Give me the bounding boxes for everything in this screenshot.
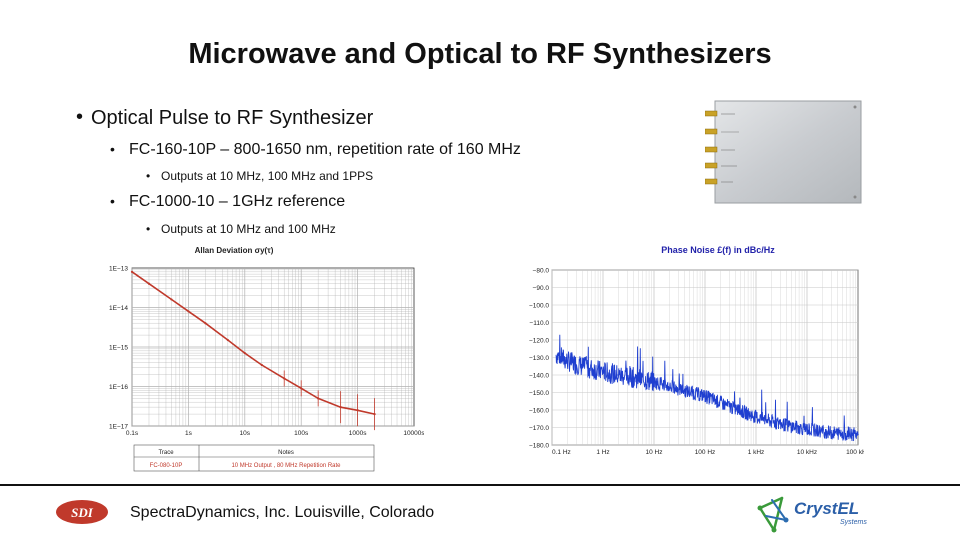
y-tick-label: −120.0 — [529, 338, 549, 345]
allan-series-line — [131, 271, 375, 415]
phase-data-point — [704, 395, 706, 397]
bullet-dot: • — [146, 169, 151, 183]
y-tick-label: −160.0 — [529, 408, 549, 415]
crystel-logo-text: CrystEL — [794, 499, 859, 518]
phase-data-point — [637, 377, 640, 380]
bullet-dot: • — [110, 193, 115, 209]
legend-trace-notes: 10 MHz Output , 80 MHz Repetition Rate — [231, 463, 341, 469]
allan-data-point — [260, 363, 263, 367]
x-tick-label: 100 kHz — [846, 449, 864, 456]
phase-data-point — [566, 360, 569, 362]
allan-data-point — [130, 270, 134, 273]
chart-title: Allan Deviation σy(τ) — [195, 246, 274, 255]
allan-data-point — [243, 352, 246, 355]
phase-data-point — [830, 431, 833, 434]
x-tick-label: 0.1s — [126, 430, 139, 437]
bullet-text: Outputs at 10 MHz, 100 MHz and 1PPS — [161, 169, 374, 183]
phase-data-point — [857, 433, 859, 436]
bullet-dot: • — [110, 141, 115, 157]
allan-data-point — [204, 322, 207, 325]
x-tick-label: 100s — [294, 430, 309, 437]
crystel-logo: CrystEL Systems — [757, 496, 867, 533]
phase-noise-chart: Phase Noise £(f) in dBc/Hz −80.0 −90.0 −10… — [529, 245, 864, 456]
legend-trace-name: FC-080-10P — [150, 463, 183, 469]
sdi-logo-text: SDI — [71, 505, 94, 520]
y-tick-label: −150.0 — [529, 390, 549, 397]
y-tick-label: 1E−16 — [109, 384, 128, 391]
synthesizer-device-photo — [705, 100, 862, 204]
x-tick-label: 100 Hz — [695, 449, 716, 456]
phase-data-point — [653, 381, 655, 383]
chart-title: Phase Noise £(f) in dBc/Hz — [661, 245, 775, 255]
phase-data-point — [677, 388, 680, 390]
legend-header-trace: Trace — [158, 450, 174, 456]
footer-company: SpectraDynamics, Inc. Louisville, Colora… — [130, 504, 435, 521]
sdi-logo: SDI — [56, 500, 108, 524]
x-tick-label: 10 Hz — [646, 449, 663, 456]
footer-divider — [0, 484, 960, 486]
y-tick-label: 1E−15 — [109, 345, 128, 352]
phase-data-point — [728, 405, 731, 408]
x-tick-label: 0.1 Hz — [552, 449, 571, 456]
bullet-dot: • — [146, 222, 151, 236]
x-tick-label: 1 kHz — [748, 449, 765, 456]
allan-data-point — [373, 413, 376, 416]
allan-data-point — [300, 387, 303, 390]
bullet-text: Outputs at 10 MHz and 100 MHz — [161, 222, 336, 236]
bullet-dot: • — [76, 106, 84, 128]
allan-data-point — [283, 377, 286, 380]
y-tick-label: −140.0 — [529, 373, 549, 380]
phase-data-point — [755, 416, 757, 418]
x-tick-label: 1s — [185, 430, 193, 437]
allan-data-point — [170, 298, 173, 301]
allan-deviation-chart: Allan Deviation σy(τ) 1E−13 1E−14 1E−15 1E−… — [109, 246, 424, 472]
bullet-text: Optical Pulse to RF Synthesizer — [91, 107, 374, 129]
y-tick-label: −180.0 — [529, 443, 549, 450]
x-tick-label: 10000s — [403, 430, 424, 437]
x-tick-label: 1000s — [349, 430, 367, 437]
phase-data-point — [806, 428, 808, 431]
phase-data-point — [779, 423, 782, 425]
y-tick-label: 1E−14 — [109, 305, 128, 312]
allan-data-point — [356, 409, 359, 412]
y-tick-label: −170.0 — [529, 425, 549, 432]
crystel-logo-sub: Systems — [840, 519, 867, 526]
y-tick-label: −90.0 — [533, 285, 550, 292]
x-tick-label: 10 kHz — [797, 449, 817, 456]
allan-data-point — [226, 338, 229, 342]
allan-data-point — [187, 310, 190, 313]
y-tick-label: −130.0 — [529, 355, 549, 362]
bullet-text: FC-1000-10 – 1GHz reference — [129, 193, 346, 210]
x-tick-label: 10s — [240, 430, 251, 437]
legend-header-notes: Notes — [278, 450, 294, 456]
y-tick-label: −100.0 — [529, 303, 549, 310]
phase-series-line — [555, 334, 859, 442]
x-tick-label: 1 Hz — [596, 449, 609, 456]
y-tick-label: −110.0 — [529, 320, 549, 327]
phase-data-point — [586, 367, 589, 369]
phase-data-point — [602, 370, 604, 373]
slide-title: Microwave and Optical to RF Synthesizers — [188, 38, 772, 70]
allan-data-point — [147, 282, 151, 285]
y-tick-label: 1E−17 — [109, 424, 128, 431]
allan-data-point — [339, 406, 342, 409]
bullet-text: FC-160-10P – 800-1650 nm, repetition rat… — [129, 141, 521, 158]
allan-data-point — [317, 397, 320, 400]
phase-data-point — [617, 374, 620, 376]
y-tick-label: −80.0 — [533, 268, 550, 275]
y-tick-label: 1E−13 — [109, 266, 128, 273]
allan-legend-table: Trace Notes FC-080-10P 10 MHz Output , 8… — [133, 444, 375, 472]
